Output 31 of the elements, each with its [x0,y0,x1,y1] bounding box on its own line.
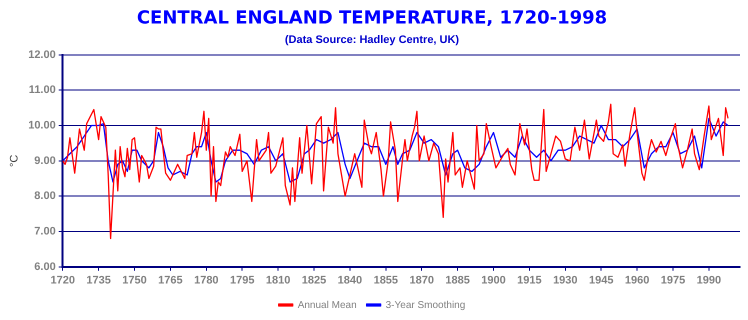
chart-subtitle: (Data Source: Hadley Centre, UK) [284,34,460,46]
y-tick-label: 8.00 [34,190,56,202]
x-tick-label: 1870 [409,274,434,286]
x-tick-label: 1735 [86,274,111,286]
x-tick-label: 1810 [266,274,290,286]
y-axis-title: °C [8,154,21,167]
x-tick-label: 1855 [374,274,398,286]
legend-label: 3-Year Smoothing [386,300,466,311]
x-tick-label: 1840 [338,274,362,286]
x-tick-label: 1900 [481,274,506,286]
x-tick-label: 1765 [158,274,183,286]
legend-label: Annual Mean [298,300,357,311]
x-tick-label: 1915 [517,274,542,286]
x-tick-label: 1750 [122,274,147,286]
x-tick-label: 1930 [553,274,578,286]
x-tick-label: 1780 [194,274,219,286]
chart-title: CENTRAL ENGLAND TEMPERATURE, 1720-1998 [136,7,608,28]
x-tick-label: 1975 [660,274,686,286]
y-tick-label: 6.00 [34,260,56,273]
x-tick-label: 1945 [588,274,614,286]
x-tick-label: 1795 [230,274,254,286]
x-tick-label: 1885 [445,274,470,286]
x-tick-label: 1990 [696,274,722,286]
y-tick-label: 7.00 [34,226,56,238]
y-tick-label: 11.00 [28,84,56,96]
x-tick-label: 1825 [302,274,326,286]
y-tick-label: 10.00 [28,120,56,132]
x-tick-label: 1720 [50,274,75,286]
x-tick-label: 1960 [624,274,650,286]
y-tick-label: 9.00 [34,154,56,167]
y-tick-label: 12.00 [28,48,56,61]
